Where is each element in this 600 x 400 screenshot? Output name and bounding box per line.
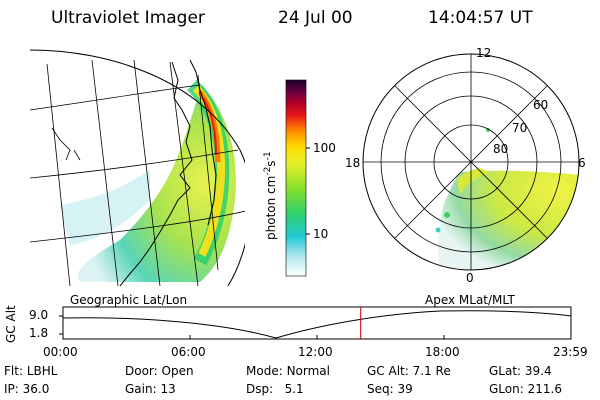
info-glon: GLon: 211.6 [489, 382, 562, 396]
date: 24 Jul 00 [278, 8, 353, 28]
lat-label-70: 70 [512, 121, 528, 135]
title: Ultraviolet Imager [51, 8, 205, 28]
right-caption: Apex MLat/MLT [425, 293, 515, 307]
time-tick-1: 06:00 [171, 345, 206, 359]
info-gc-alt: GC Alt: 7.1 Re [367, 364, 451, 378]
lat-label-60: 60 [533, 98, 549, 112]
colorbar-tick-100: 100 [313, 141, 336, 155]
mlt-label-0: 0 [466, 271, 474, 285]
colorbar-label: photon cm-2s-1 [263, 151, 278, 240]
colorbar [285, 79, 307, 277]
geographic-map [30, 49, 245, 286]
info-gain: Gain: 13 [125, 382, 176, 396]
info-ip: IP: 36.0 [4, 382, 50, 396]
altitude-strip [59, 306, 572, 340]
info-flt: Flt: LBHL [4, 364, 58, 378]
time-tick-2: 12:00 [298, 345, 333, 359]
info-door: Door: Open [125, 364, 194, 378]
alt-axis-label: GC Alt [4, 305, 18, 343]
mlt-label-18: 18 [345, 156, 361, 170]
info-mode: Mode: Normal [246, 364, 330, 378]
lat-label-80: 80 [493, 142, 509, 156]
info-dsp: Dsp: 5.1 [246, 382, 304, 396]
mlt-label-6: 6 [578, 156, 586, 170]
info-glat: GLat: 39.4 [489, 364, 552, 378]
polar-plot [362, 53, 580, 271]
time-tick-4: 23:59 [553, 345, 588, 359]
colorbar-tick-10: 10 [313, 227, 329, 241]
time: 14:04:57 UT [428, 8, 533, 28]
mlt-label-12: 12 [476, 46, 492, 60]
alt-max-label: 9.0 [29, 308, 49, 322]
alt-min-label: 1.8 [29, 326, 49, 340]
left-caption: Geographic Lat/Lon [70, 293, 188, 307]
info-seq: Seq: 39 [367, 382, 413, 396]
time-tick-3: 18:00 [425, 345, 460, 359]
time-tick-0: 00:00 [43, 345, 78, 359]
